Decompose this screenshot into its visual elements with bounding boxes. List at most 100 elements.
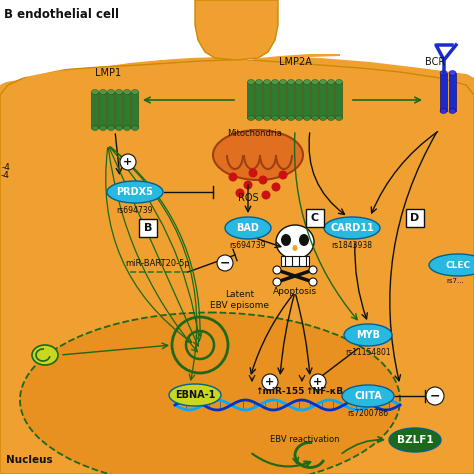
Ellipse shape	[389, 428, 441, 452]
Text: LMP2A: LMP2A	[279, 57, 311, 67]
Ellipse shape	[281, 234, 291, 246]
Text: CLEC: CLEC	[446, 261, 471, 270]
Ellipse shape	[91, 126, 99, 130]
Text: PRDX5: PRDX5	[117, 187, 154, 197]
Ellipse shape	[440, 109, 447, 113]
Ellipse shape	[324, 217, 380, 239]
Bar	[124, 92, 130, 128]
Text: rs694739: rs694739	[230, 241, 266, 250]
Text: LMP1: LMP1	[95, 68, 121, 78]
Text: ROS: ROS	[237, 193, 258, 203]
Ellipse shape	[247, 116, 255, 120]
Text: -4: -4	[1, 171, 10, 180]
Ellipse shape	[20, 312, 400, 474]
Circle shape	[262, 374, 278, 390]
Text: -4: -4	[2, 164, 11, 173]
Ellipse shape	[311, 116, 319, 120]
Bar	[100, 92, 107, 128]
Ellipse shape	[288, 116, 294, 120]
Text: Nucleus: Nucleus	[6, 455, 53, 465]
Bar	[247, 82, 255, 118]
Bar	[319, 82, 327, 118]
Ellipse shape	[344, 324, 392, 346]
Bar	[108, 92, 115, 128]
Text: BZLF1: BZLF1	[397, 435, 433, 445]
Ellipse shape	[299, 234, 309, 246]
Text: Mitochondria: Mitochondria	[228, 128, 283, 137]
Ellipse shape	[319, 80, 327, 84]
Circle shape	[309, 278, 317, 286]
Ellipse shape	[131, 90, 138, 94]
Text: rs694739: rs694739	[117, 206, 153, 215]
Ellipse shape	[108, 90, 115, 94]
Circle shape	[236, 189, 245, 198]
Ellipse shape	[449, 109, 456, 113]
Text: rs11154801: rs11154801	[345, 348, 391, 357]
Ellipse shape	[225, 217, 271, 239]
Ellipse shape	[276, 225, 314, 259]
Circle shape	[262, 191, 271, 200]
Bar	[280, 82, 286, 118]
Bar	[288, 82, 294, 118]
Bar	[328, 82, 335, 118]
Text: ↑NF-κB: ↑NF-κB	[305, 388, 343, 396]
Text: B: B	[144, 223, 152, 233]
Text: CARD11: CARD11	[330, 223, 374, 233]
Polygon shape	[0, 58, 474, 474]
Ellipse shape	[264, 80, 271, 84]
Text: MYB: MYB	[356, 330, 380, 340]
Circle shape	[426, 387, 444, 405]
Circle shape	[217, 255, 233, 271]
Text: −: −	[220, 256, 230, 270]
Ellipse shape	[292, 245, 298, 251]
Ellipse shape	[264, 116, 271, 120]
Ellipse shape	[288, 80, 294, 84]
Text: −: −	[430, 390, 440, 402]
Bar	[116, 92, 122, 128]
Text: +: +	[123, 157, 133, 167]
Ellipse shape	[116, 126, 122, 130]
Ellipse shape	[108, 126, 115, 130]
Ellipse shape	[213, 130, 303, 180]
Text: EBV reactivation: EBV reactivation	[270, 436, 340, 445]
Ellipse shape	[328, 80, 335, 84]
Ellipse shape	[272, 80, 279, 84]
Ellipse shape	[131, 126, 138, 130]
Circle shape	[120, 154, 136, 170]
Circle shape	[248, 168, 257, 177]
Circle shape	[273, 278, 281, 286]
Ellipse shape	[295, 80, 302, 84]
Bar	[272, 82, 279, 118]
Ellipse shape	[328, 116, 335, 120]
Ellipse shape	[303, 116, 310, 120]
Ellipse shape	[107, 181, 163, 203]
Bar	[255, 82, 263, 118]
Ellipse shape	[255, 80, 263, 84]
Ellipse shape	[280, 116, 286, 120]
Text: EBNA-1: EBNA-1	[175, 390, 215, 400]
Circle shape	[244, 181, 253, 190]
Ellipse shape	[124, 90, 130, 94]
Ellipse shape	[303, 80, 310, 84]
Ellipse shape	[449, 71, 456, 75]
Bar	[440, 73, 447, 111]
Ellipse shape	[272, 116, 279, 120]
Bar	[131, 92, 138, 128]
Text: BCR: BCR	[425, 57, 445, 67]
Ellipse shape	[100, 90, 107, 94]
Text: BAD: BAD	[237, 223, 259, 233]
Text: B endothelial cell: B endothelial cell	[4, 8, 119, 21]
Ellipse shape	[429, 254, 474, 276]
Text: CIITA: CIITA	[354, 391, 382, 401]
Text: +: +	[265, 377, 274, 387]
Ellipse shape	[319, 116, 327, 120]
Bar	[449, 73, 456, 111]
Circle shape	[279, 171, 288, 180]
Ellipse shape	[91, 90, 99, 94]
Circle shape	[309, 266, 317, 274]
Bar	[303, 82, 310, 118]
Circle shape	[258, 175, 267, 184]
Text: Latent
EBV episome: Latent EBV episome	[210, 290, 270, 310]
Ellipse shape	[342, 385, 394, 407]
Ellipse shape	[280, 80, 286, 84]
